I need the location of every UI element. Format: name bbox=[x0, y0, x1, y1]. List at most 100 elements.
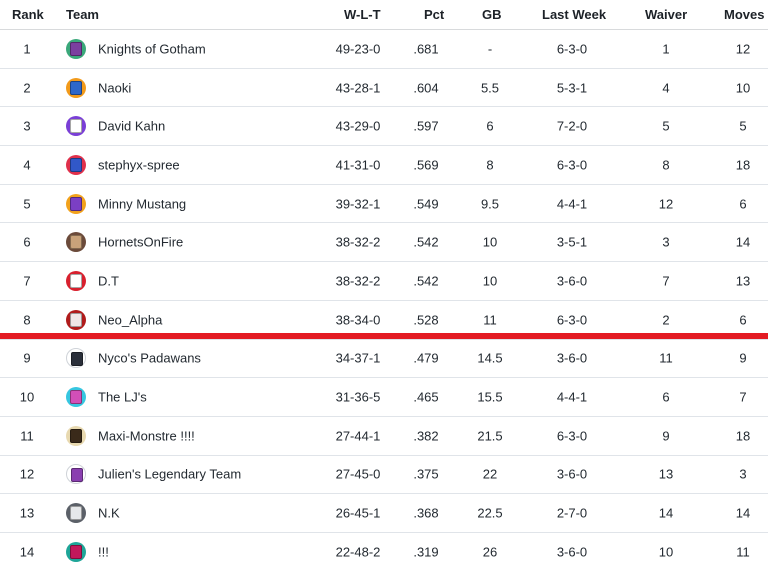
team-name-link[interactable]: Julien's Legendary Team bbox=[98, 466, 242, 482]
gb-cell: 9.5 bbox=[480, 196, 500, 212]
team-logo-icon[interactable] bbox=[66, 309, 86, 330]
moves-cell: 14 bbox=[735, 505, 751, 521]
jersey-icon bbox=[70, 506, 82, 521]
table-row: 8 Neo_Alpha 38-34-0 .528 11 6-3-0 2 6 bbox=[0, 301, 768, 340]
team-name-link[interactable]: Nyco's Padawans bbox=[98, 350, 201, 366]
wlt-cell: 43-28-1 bbox=[335, 80, 381, 96]
rank-cell: 8 bbox=[23, 312, 31, 328]
last-week-cell: 6-3-0 bbox=[556, 157, 588, 173]
table-header: Rank Team W-L-T Pct GB Last Week Waiver … bbox=[0, 0, 768, 30]
team-logo-icon[interactable] bbox=[66, 464, 86, 485]
jersey-icon bbox=[70, 157, 82, 172]
moves-cell: 18 bbox=[735, 428, 751, 444]
moves-cell: 18 bbox=[735, 157, 751, 173]
pct-cell: .549 bbox=[413, 196, 439, 212]
team-name-link[interactable]: stephyx-spree bbox=[98, 157, 180, 173]
jersey-icon bbox=[70, 273, 82, 288]
jersey-icon bbox=[70, 196, 82, 211]
waiver-cell: 8 bbox=[662, 157, 670, 173]
last-week-cell: 3-6-0 bbox=[556, 273, 588, 289]
team-name-link[interactable]: !!! bbox=[98, 544, 109, 560]
header-rank[interactable]: Rank bbox=[12, 7, 44, 22]
jersey-icon bbox=[70, 80, 82, 95]
rank-cell: 13 bbox=[19, 505, 35, 521]
header-last-week[interactable]: Last Week bbox=[542, 7, 607, 22]
waiver-cell: 9 bbox=[662, 428, 670, 444]
table-row: 7 D.T 38-32-2 .542 10 3-6-0 7 13 bbox=[0, 262, 768, 301]
team-logo-icon[interactable] bbox=[66, 116, 86, 137]
team-name-link[interactable]: David Kahn bbox=[98, 118, 166, 134]
team-logo-icon[interactable] bbox=[66, 541, 86, 562]
table-row: 4 stephyx-spree 41-31-0 .569 8 6-3-0 8 1… bbox=[0, 146, 768, 185]
pct-cell: .681 bbox=[413, 41, 439, 57]
moves-cell: 11 bbox=[736, 544, 750, 560]
gb-cell: 22.5 bbox=[477, 505, 503, 521]
last-week-cell: 6-3-0 bbox=[556, 41, 588, 57]
team-logo-icon[interactable] bbox=[66, 387, 86, 408]
moves-cell: 13 bbox=[735, 273, 751, 289]
pct-cell: .542 bbox=[413, 273, 439, 289]
last-week-cell: 4-4-1 bbox=[556, 196, 588, 212]
gb-cell: 22 bbox=[482, 466, 498, 482]
header-team[interactable]: Team bbox=[66, 7, 99, 22]
team-logo-icon[interactable] bbox=[66, 154, 86, 175]
last-week-cell: 3-6-0 bbox=[556, 544, 588, 560]
table-body: 1 Knights of Gotham 49-23-0 .681 - 6-3-0… bbox=[0, 30, 768, 564]
header-gb[interactable]: GB bbox=[482, 7, 502, 22]
team-name-link[interactable]: N.K bbox=[98, 505, 120, 521]
team-logo-icon[interactable] bbox=[66, 348, 86, 369]
header-waiver[interactable]: Waiver bbox=[645, 7, 688, 22]
rank-cell: 12 bbox=[19, 466, 35, 482]
team-logo-icon[interactable] bbox=[66, 425, 86, 446]
rank-cell: 3 bbox=[23, 118, 31, 134]
table-row: 13 N.K 26-45-1 .368 22.5 2-7-0 14 14 bbox=[0, 494, 768, 533]
jersey-icon bbox=[70, 428, 82, 443]
rank-cell: 10 bbox=[19, 389, 35, 405]
rank-cell: 5 bbox=[23, 196, 31, 212]
team-name-link[interactable]: Maxi-Monstre !!!! bbox=[98, 428, 195, 444]
team-name-link[interactable]: The LJ's bbox=[98, 389, 147, 405]
team-name-link[interactable]: HornetsOnFire bbox=[98, 234, 184, 250]
team-logo-icon[interactable] bbox=[66, 193, 86, 214]
header-pct[interactable]: Pct bbox=[424, 7, 445, 22]
wlt-cell: 49-23-0 bbox=[335, 41, 381, 57]
waiver-cell: 4 bbox=[662, 80, 670, 96]
header-moves[interactable]: Moves bbox=[724, 7, 765, 22]
waiver-cell: 5 bbox=[662, 118, 670, 134]
jersey-icon bbox=[70, 119, 82, 134]
team-name-link[interactable]: Knights of Gotham bbox=[98, 41, 206, 57]
gb-cell: 11 bbox=[483, 312, 497, 328]
pct-cell: .569 bbox=[413, 157, 439, 173]
waiver-cell: 2 bbox=[662, 312, 670, 328]
last-week-cell: 6-3-0 bbox=[556, 428, 588, 444]
last-week-cell: 7-2-0 bbox=[556, 118, 588, 134]
team-logo-icon[interactable] bbox=[66, 503, 86, 524]
waiver-cell: 7 bbox=[662, 273, 670, 289]
wlt-cell: 39-32-1 bbox=[335, 196, 381, 212]
rank-cell: 7 bbox=[23, 273, 31, 289]
team-name-link[interactable]: D.T bbox=[98, 273, 119, 289]
team-name-link[interactable]: Minny Mustang bbox=[98, 196, 187, 212]
jersey-icon bbox=[70, 544, 82, 559]
waiver-cell: 10 bbox=[658, 544, 674, 560]
gb-cell: 10 bbox=[482, 273, 498, 289]
header-wlt[interactable]: W-L-T bbox=[344, 7, 381, 22]
pct-cell: .479 bbox=[413, 350, 439, 366]
table-row: 12 Julien's Legendary Team 27-45-0 .375 … bbox=[0, 456, 768, 495]
pct-cell: .597 bbox=[413, 118, 439, 134]
wlt-cell: 38-34-0 bbox=[335, 312, 381, 328]
rank-cell: 1 bbox=[23, 41, 31, 57]
last-week-cell: 5-3-1 bbox=[556, 80, 588, 96]
moves-cell: 12 bbox=[735, 41, 751, 57]
team-logo-icon[interactable] bbox=[66, 270, 86, 291]
rank-cell: 14 bbox=[19, 544, 35, 560]
moves-cell: 7 bbox=[739, 389, 747, 405]
team-name-link[interactable]: Neo_Alpha bbox=[98, 312, 163, 328]
team-name-link[interactable]: Naoki bbox=[98, 80, 132, 96]
moves-cell: 14 bbox=[735, 234, 751, 250]
team-logo-icon[interactable] bbox=[66, 77, 86, 98]
team-logo-icon[interactable] bbox=[66, 232, 86, 253]
team-logo-icon[interactable] bbox=[66, 38, 86, 59]
wlt-cell: 38-32-2 bbox=[335, 273, 381, 289]
